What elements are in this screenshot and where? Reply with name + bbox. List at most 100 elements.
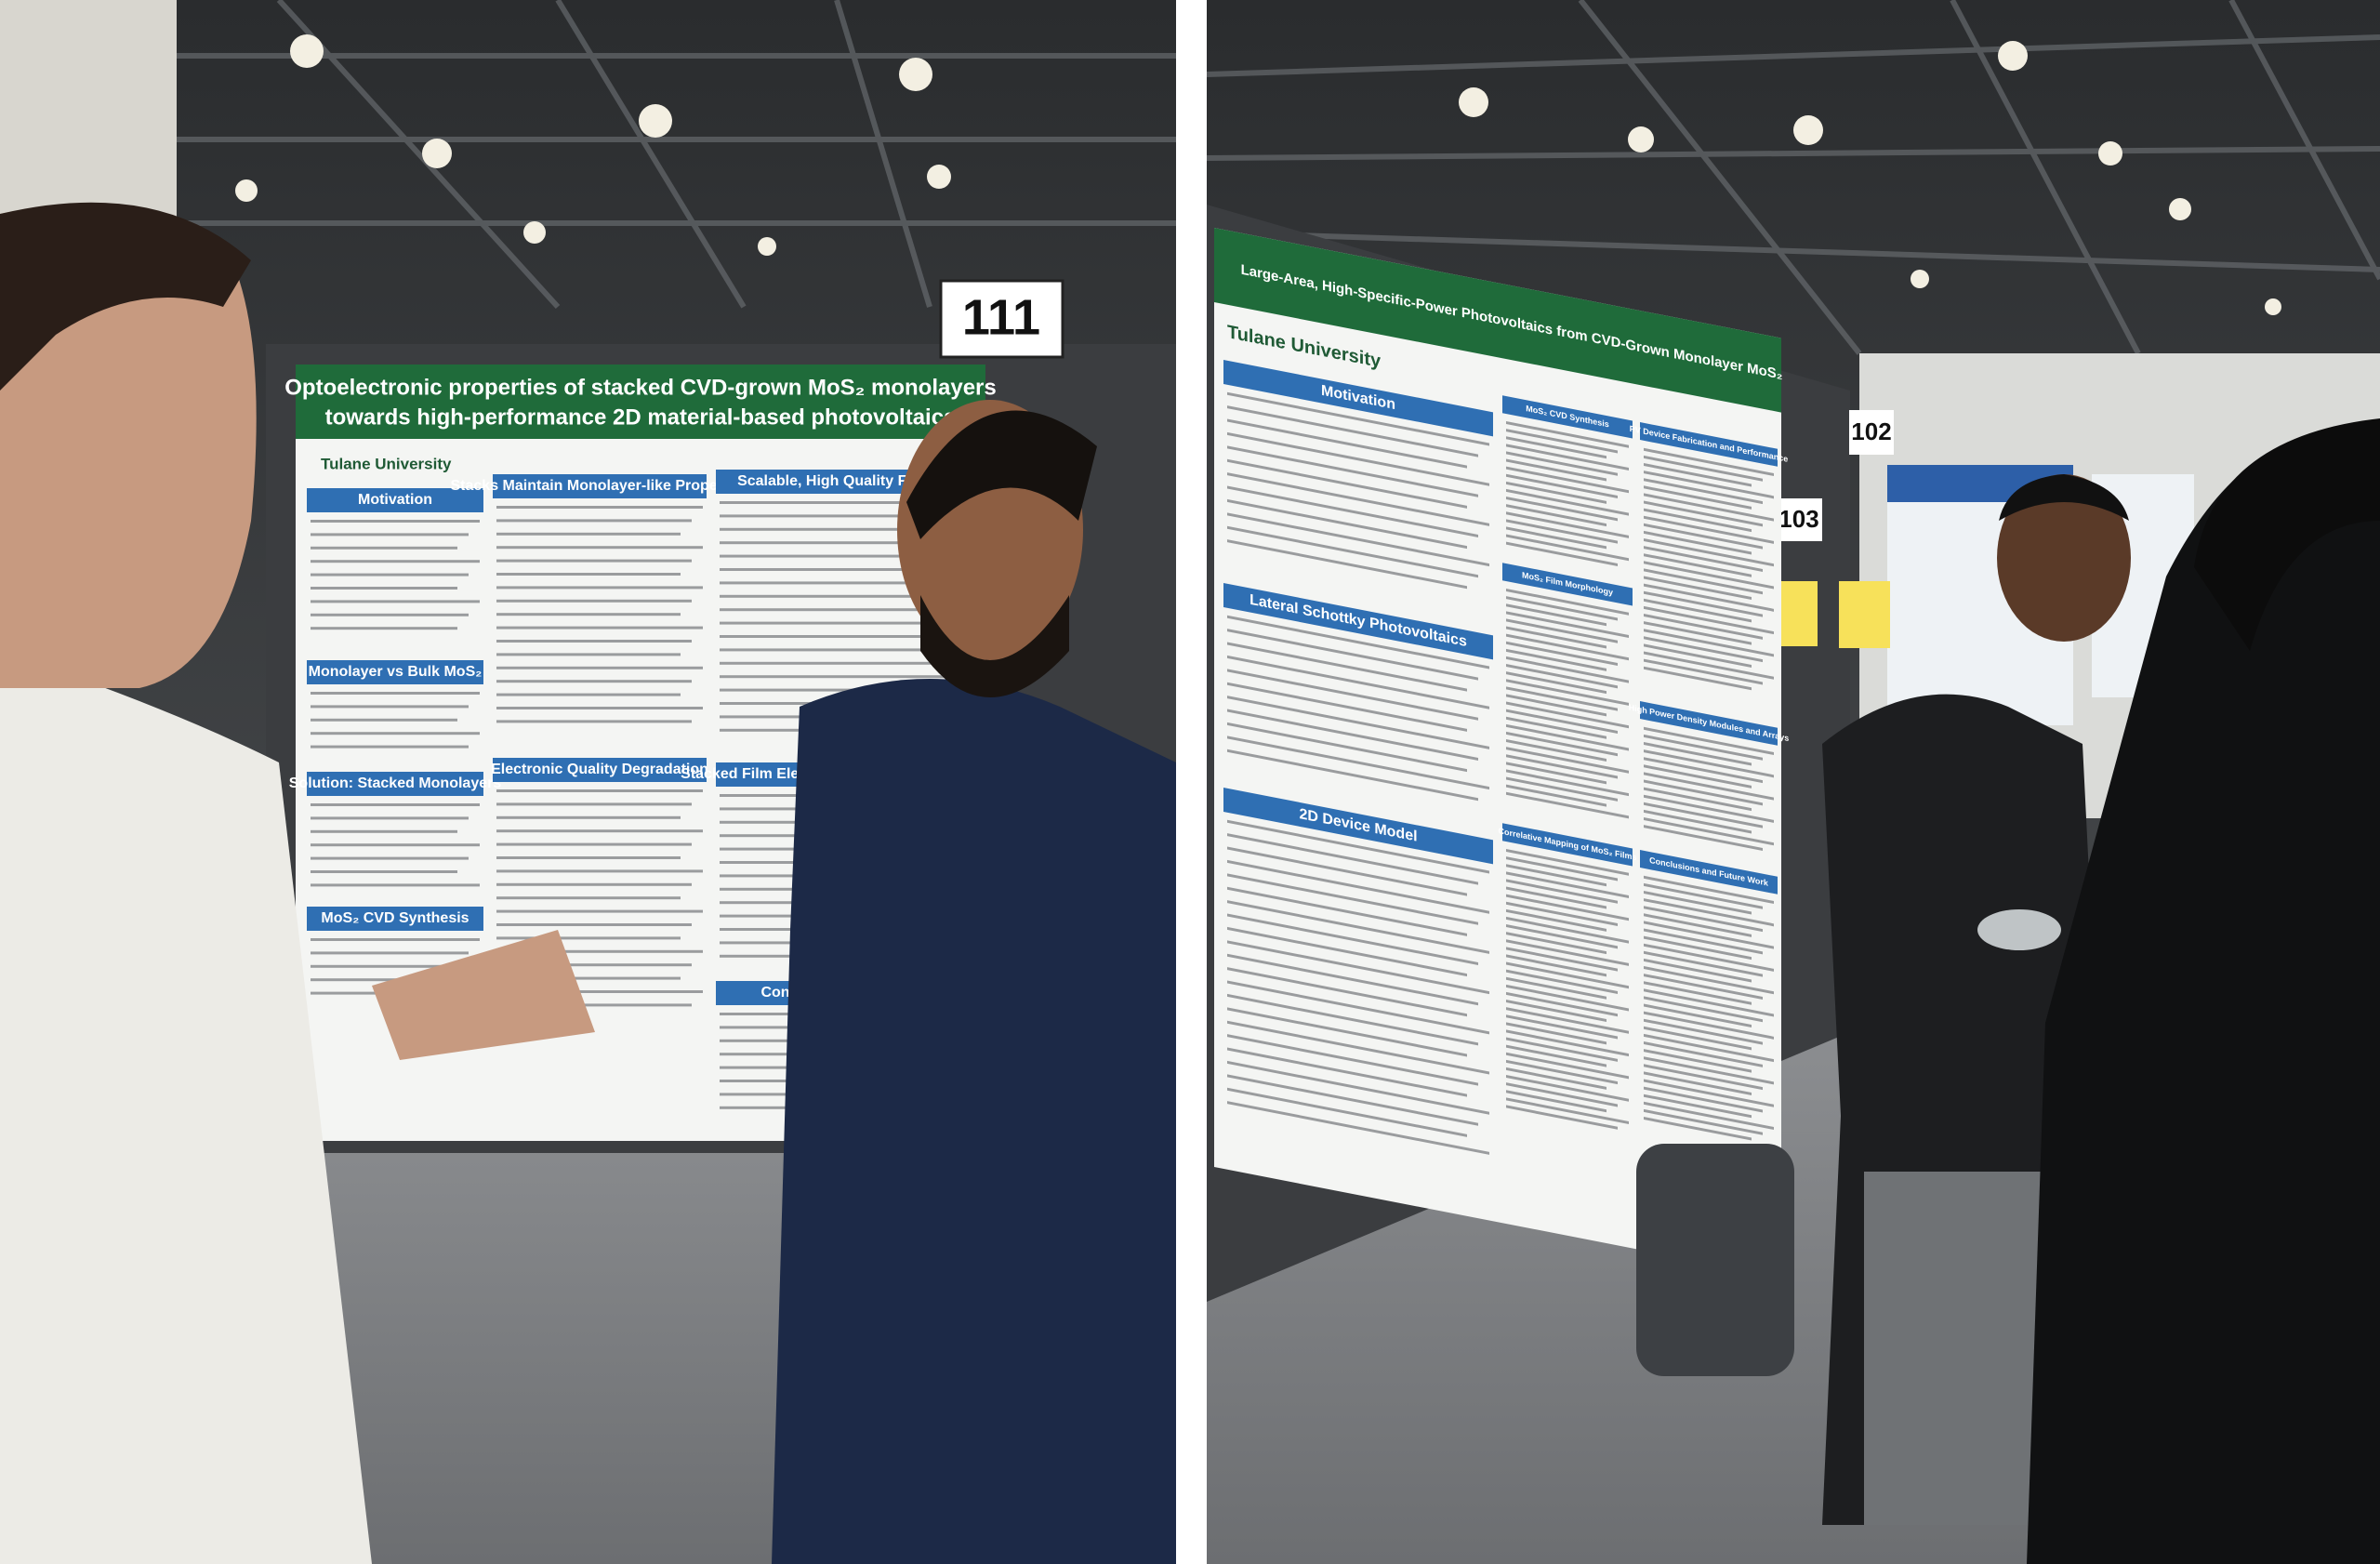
- text-line: [496, 573, 681, 576]
- text-line: [1644, 882, 1763, 909]
- text-line: [1227, 405, 1478, 457]
- text-line: [1644, 802, 1763, 828]
- text-line: [496, 666, 703, 669]
- text-line: [720, 648, 950, 652]
- text-line: [1644, 500, 1763, 527]
- section-header: [1223, 582, 1493, 660]
- text-line: [720, 514, 961, 518]
- text-line: [1644, 1049, 1752, 1073]
- text-line: [311, 692, 480, 695]
- text-line: [720, 621, 972, 625]
- text-line: [311, 803, 480, 806]
- text-line: [1506, 611, 1629, 638]
- text-line: [311, 856, 469, 860]
- text-line: [1644, 1018, 1763, 1045]
- text-line: [1644, 935, 1752, 961]
- text-line: [1506, 747, 1629, 774]
- text-line: [1644, 583, 1774, 612]
- text-line: [1644, 1026, 1752, 1051]
- text-line: [496, 586, 703, 590]
- text-line: [1506, 641, 1618, 667]
- text-line: [1227, 1034, 1478, 1086]
- text-line: [1227, 391, 1489, 446]
- text-line: [1644, 749, 1774, 778]
- text-line: [1227, 615, 1489, 669]
- text-line: [1506, 1059, 1618, 1085]
- text-line: [311, 964, 457, 968]
- booth-number: 102: [1851, 418, 1891, 445]
- text-line: [496, 896, 681, 900]
- text-line: [1506, 488, 1629, 516]
- text-line: [496, 990, 703, 993]
- section-title: Scalable, High Quality Film Tra: [737, 473, 955, 489]
- text-line: [1227, 1047, 1467, 1097]
- text-line: [496, 936, 681, 940]
- text-line: [496, 963, 692, 967]
- text-line: [1227, 967, 1467, 1017]
- text-line: [1227, 1020, 1489, 1075]
- text-line: [1644, 825, 1763, 851]
- text-line: [496, 640, 692, 643]
- section-title: Motivation: [358, 492, 432, 508]
- text-line: [1644, 553, 1752, 577]
- text-line: [1644, 988, 1774, 1017]
- text-line: [1227, 485, 1478, 538]
- text-line: [1506, 1075, 1629, 1102]
- text-line: [1644, 1033, 1774, 1063]
- text-line: [1644, 485, 1752, 510]
- text-line: [496, 559, 692, 563]
- text-line: [1644, 898, 1774, 927]
- text-line: [1506, 626, 1606, 649]
- text-line: [720, 527, 950, 531]
- text-line: [496, 829, 703, 833]
- text-line: [1227, 1060, 1489, 1115]
- text-line: [1644, 576, 1752, 601]
- section-header: [1502, 823, 1633, 867]
- text-line: [1227, 1007, 1467, 1057]
- text-line: [311, 627, 457, 630]
- text-line: [1506, 961, 1629, 989]
- text-line: [1644, 629, 1774, 657]
- text-line: [1227, 846, 1467, 896]
- text-line: [496, 546, 703, 550]
- poster-title: towards high-performance 2D material-bas…: [325, 404, 957, 430]
- text-line: [311, 938, 480, 941]
- text-line: [1644, 742, 1752, 766]
- text-line: [1227, 655, 1489, 709]
- text-line: [1227, 900, 1489, 954]
- text-line: [720, 594, 961, 598]
- divider: [1176, 0, 1207, 1564]
- text-line: [311, 816, 469, 820]
- text-line: [1227, 833, 1478, 885]
- text-line: [1506, 436, 1606, 459]
- text-line: [1644, 787, 1752, 812]
- text-line: [1506, 856, 1618, 881]
- text-line: [1506, 723, 1629, 751]
- text-line: [1227, 539, 1467, 590]
- text-line: [1644, 928, 1763, 955]
- text-line: [1227, 642, 1467, 692]
- text-line: [1644, 471, 1774, 499]
- text-line: [1227, 629, 1478, 681]
- text-line: [496, 1003, 692, 1007]
- text-line: [1227, 458, 1467, 509]
- text-line: [1644, 636, 1763, 663]
- text-line: [1506, 429, 1618, 454]
- text-line: [1506, 716, 1606, 739]
- text-line: [1227, 940, 1489, 995]
- text-line: [1644, 794, 1774, 823]
- text-line: [1644, 515, 1774, 544]
- text-line: [1644, 1086, 1763, 1113]
- text-line: [1644, 966, 1774, 995]
- text-line: [1506, 908, 1606, 932]
- text-line: [1644, 523, 1763, 550]
- text-line: [1506, 473, 1618, 499]
- text-line: [1506, 1007, 1629, 1034]
- text-line: [1227, 913, 1478, 966]
- section-title: MoS₂ CVD Synthesis: [321, 910, 469, 926]
- text-line: [496, 653, 681, 656]
- text-line: [1227, 445, 1478, 497]
- text-line: [1506, 481, 1606, 504]
- text-line: [1644, 996, 1763, 1023]
- text-line: [1506, 754, 1618, 779]
